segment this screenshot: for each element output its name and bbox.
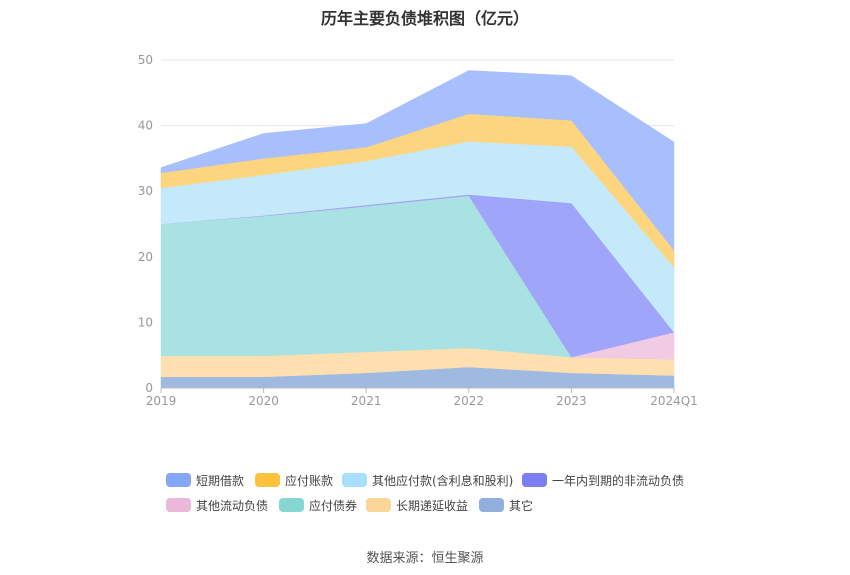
y-tick-label: 20 [138, 250, 153, 264]
area-7 [160, 70, 675, 251]
legend-label: 长期递延收益 [396, 498, 469, 513]
legend-item[interactable]: 长期递延收益 [366, 497, 468, 513]
legend-swatch [166, 473, 191, 487]
legend-swatch [366, 498, 391, 512]
legend-item[interactable]: 应付账款 [255, 472, 333, 488]
legend-item[interactable]: 其他流动负债 [166, 497, 268, 513]
legend-item[interactable]: 短期借款 [166, 472, 244, 488]
legend-label: 短期借款 [196, 473, 245, 488]
x-tick-label: 2022 [454, 394, 485, 408]
legend-swatch [479, 498, 504, 512]
x-tick-label: 2020 [248, 394, 279, 408]
legend-item[interactable]: 一年内到期的非流动负债 [522, 472, 684, 488]
legend-label: 应付债券 [309, 498, 358, 513]
legend-swatch [255, 473, 280, 487]
x-tick-label: 2019 [146, 394, 177, 408]
legend-swatch [279, 498, 304, 512]
axes: 0 10 20 30 40 50 2019 2020 2021 2022 2023 2024Q1 [138, 53, 698, 408]
legend-label: 其他流动负债 [196, 498, 269, 513]
x-tick-label: 2021 [351, 394, 382, 408]
legend-swatch [342, 473, 367, 487]
legend-swatch [166, 498, 191, 512]
legend-label: 其他应付款(含利息和股利) [372, 473, 514, 488]
y-tick-label: 0 [145, 381, 153, 395]
x-tick-label: 2024Q1 [650, 394, 698, 408]
legend-label: 其它 [509, 498, 534, 513]
legend-label: 应付账款 [285, 473, 334, 488]
legend-swatch [522, 473, 547, 487]
legend-item[interactable]: 其它 [479, 497, 533, 513]
legend-item[interactable]: 应付债券 [279, 497, 357, 513]
chart-title: 历年主要负债堆积图（亿元） [320, 9, 529, 28]
legend-label: 一年内到期的非流动负债 [552, 473, 685, 488]
data-source: 数据来源：恒生聚源 [366, 551, 484, 566]
x-tick-label: 2023 [556, 394, 587, 408]
y-tick-label: 40 [138, 119, 153, 133]
area-series [160, 70, 675, 389]
legend-item[interactable]: 其他应付款(含利息和股利) [342, 472, 513, 488]
y-tick-label: 50 [138, 53, 153, 67]
y-tick-label: 30 [138, 184, 153, 198]
y-tick-label: 10 [138, 315, 153, 329]
